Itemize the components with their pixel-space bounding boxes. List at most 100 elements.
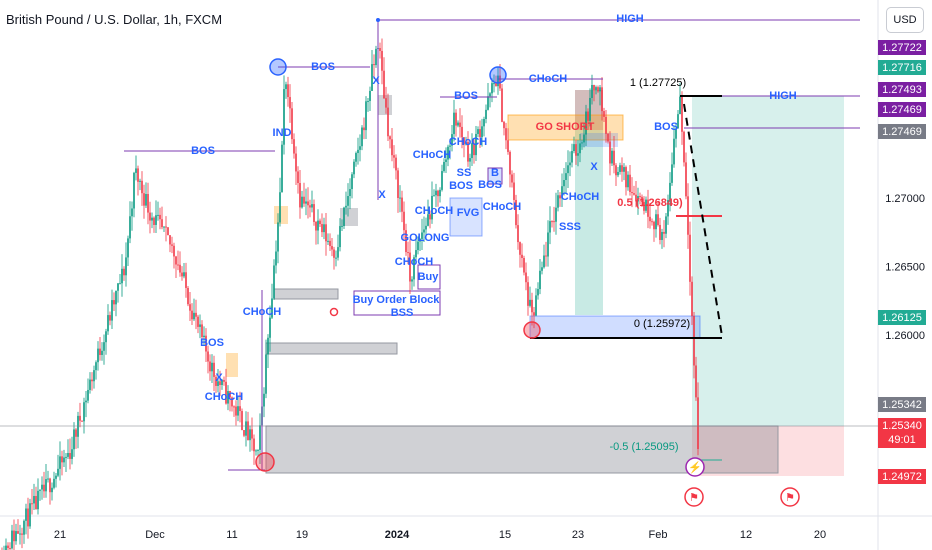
candle-body bbox=[421, 232, 423, 239]
us-flag-event-icon[interactable] bbox=[780, 487, 800, 507]
candle-body bbox=[149, 212, 151, 221]
annotation-label: -0.5 (1.25095) bbox=[609, 441, 678, 453]
x-tick-label: 15 bbox=[499, 529, 511, 541]
candle-body bbox=[85, 400, 87, 403]
candle-body bbox=[443, 162, 445, 172]
candle-body bbox=[677, 114, 679, 129]
candle-body bbox=[309, 205, 311, 208]
annotation-label: HIGH bbox=[616, 13, 644, 25]
candle-body bbox=[409, 252, 411, 282]
candle-body bbox=[533, 312, 535, 316]
us-flag-event-icon[interactable] bbox=[684, 487, 704, 507]
price-tag: 1.27722 bbox=[878, 40, 926, 55]
candle-body bbox=[257, 449, 259, 451]
annotation-label: X bbox=[590, 161, 598, 173]
long-profit-zone bbox=[692, 96, 844, 426]
candle-body bbox=[471, 143, 473, 159]
annotation-label: CHoCH bbox=[395, 256, 434, 268]
candle-body bbox=[249, 429, 251, 441]
plot-area[interactable] bbox=[0, 0, 878, 516]
candle-body bbox=[375, 48, 377, 66]
candle-body bbox=[207, 351, 209, 362]
candle-body bbox=[405, 230, 407, 253]
candle-body bbox=[23, 520, 25, 535]
candle-body bbox=[431, 195, 433, 220]
candle-body bbox=[195, 312, 197, 317]
small-low-marker bbox=[329, 307, 339, 317]
candle-body bbox=[307, 201, 309, 206]
candle-body bbox=[143, 193, 145, 206]
candle-body bbox=[97, 348, 99, 363]
candle-body bbox=[273, 265, 275, 299]
candle-body bbox=[215, 376, 217, 386]
candle-body bbox=[133, 172, 135, 209]
candle-body bbox=[25, 508, 27, 521]
candle-body bbox=[179, 264, 181, 273]
candle-body bbox=[147, 193, 149, 213]
candle-body bbox=[455, 112, 457, 126]
candle-body bbox=[613, 150, 615, 166]
candle-body bbox=[9, 548, 11, 550]
candle-body bbox=[15, 531, 17, 542]
currency-button[interactable]: USD bbox=[886, 7, 924, 33]
candle-body bbox=[177, 264, 179, 266]
candle-body bbox=[459, 122, 461, 127]
candle-body bbox=[303, 196, 305, 204]
candle-body bbox=[229, 391, 231, 398]
candle-body bbox=[695, 365, 697, 398]
candle-body bbox=[463, 137, 465, 145]
annotation-label: B bbox=[491, 167, 499, 179]
candle-body bbox=[385, 98, 387, 108]
candle-body bbox=[325, 224, 327, 242]
candle-body bbox=[623, 167, 625, 172]
y-tick-label: 1.26500 bbox=[885, 262, 925, 274]
annotation-label: X bbox=[215, 372, 223, 384]
candle-body bbox=[269, 317, 271, 338]
annotation-label: X bbox=[378, 189, 386, 201]
candle-body bbox=[627, 174, 629, 188]
candle-body bbox=[561, 186, 563, 199]
annotation-label: CHoCH bbox=[561, 191, 600, 203]
candle-body bbox=[479, 129, 481, 137]
candle-body bbox=[163, 226, 165, 228]
candle-body bbox=[125, 257, 127, 276]
candle-body bbox=[395, 157, 397, 171]
candle-body bbox=[225, 381, 227, 404]
candle-body bbox=[115, 290, 117, 305]
grey-zone-4 bbox=[378, 95, 392, 115]
candle-body bbox=[213, 362, 215, 377]
candle-body bbox=[621, 165, 623, 172]
candle-body bbox=[453, 112, 455, 135]
price-tag: 1.26125 bbox=[878, 310, 926, 325]
vertical-green-zone bbox=[575, 90, 603, 315]
candle-body bbox=[335, 257, 337, 259]
candle-body bbox=[263, 393, 265, 407]
candle-body bbox=[235, 406, 237, 416]
candle-body bbox=[359, 146, 361, 150]
lightning-alert-icon[interactable] bbox=[685, 457, 705, 477]
candle-body bbox=[337, 247, 339, 258]
x-tick-label: 20 bbox=[814, 529, 826, 541]
candle-body bbox=[525, 272, 527, 283]
candle-body bbox=[35, 495, 37, 510]
candle-body bbox=[447, 146, 449, 160]
candle-body bbox=[111, 300, 113, 321]
candle-body bbox=[45, 479, 47, 492]
candle-body bbox=[197, 316, 199, 327]
candle-body bbox=[287, 84, 289, 98]
annotation-label: BOS bbox=[449, 180, 473, 192]
candle-body bbox=[293, 139, 295, 154]
annotation-label: CHoCH bbox=[449, 136, 488, 148]
candle-body bbox=[559, 195, 561, 199]
candle-body bbox=[49, 478, 51, 493]
candle-body bbox=[5, 545, 7, 550]
candle-body bbox=[487, 96, 489, 110]
candle-body bbox=[95, 362, 97, 371]
candle-body bbox=[87, 389, 89, 401]
candle-body bbox=[333, 249, 335, 258]
candle-body bbox=[123, 268, 125, 276]
candle-body bbox=[505, 128, 507, 141]
candle-body bbox=[81, 420, 83, 422]
candle-body bbox=[245, 421, 247, 436]
